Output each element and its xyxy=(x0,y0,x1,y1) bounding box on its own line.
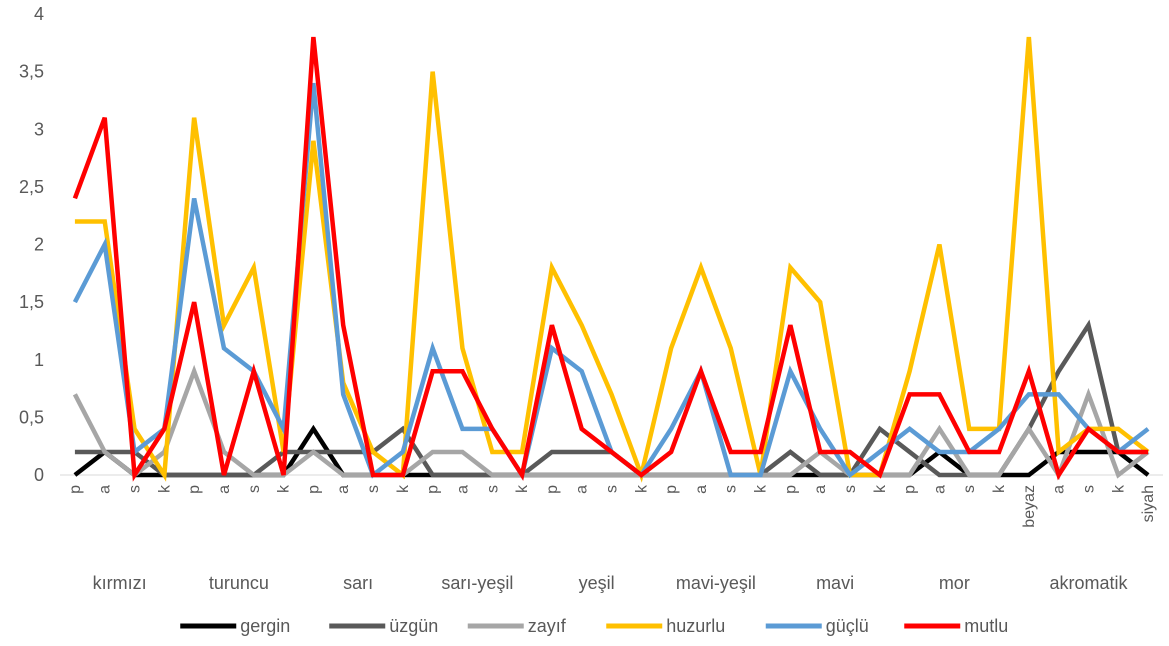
series-line-huzurlu xyxy=(74,36,1150,483)
series-layer xyxy=(72,36,1150,483)
x-tick-label: p xyxy=(67,485,84,494)
x-tick-label: s xyxy=(246,485,263,493)
x-tick-label: s xyxy=(604,485,621,493)
group-label: sarı-yeşil xyxy=(441,573,513,593)
x-tick-label: a xyxy=(693,485,710,494)
y-tick-label: 2 xyxy=(34,235,44,255)
group-label: yeşil xyxy=(579,573,615,593)
group-label: akromatik xyxy=(1049,573,1128,593)
x-tick-label: k xyxy=(872,484,889,493)
group-label: mavi-yeşil xyxy=(676,573,756,593)
x-tick-label: s xyxy=(1080,485,1097,493)
legend-label-gergin: gergin xyxy=(240,616,290,636)
y-tick-label: 1 xyxy=(34,350,44,370)
y-tick-label: 3,5 xyxy=(19,62,44,82)
x-tick-label: a xyxy=(1051,485,1068,494)
x-tick-label: k xyxy=(991,484,1008,493)
x-tick-label: s xyxy=(127,485,144,493)
group-label: mavi xyxy=(816,573,854,593)
x-tick-label: s xyxy=(484,485,501,493)
legend-label-güçlü: güçlü xyxy=(826,616,869,636)
x-tick-label: p xyxy=(663,485,680,494)
x-tick-label: beyaz xyxy=(1021,485,1038,528)
x-tick-label: a xyxy=(216,485,233,494)
legend: gergin üzgün zayıf huzurlu güçlü mutlu xyxy=(180,616,1008,636)
x-tick-label: a xyxy=(335,485,352,494)
legend-label-zayıf: zayıf xyxy=(528,616,567,636)
group-labels: kırmızı turuncu sarı sarı-yeşil yeşil mavi-ye… xyxy=(93,573,1129,593)
series-line-güçlü xyxy=(72,82,1150,481)
legend-label-üzgün: üzgün xyxy=(389,616,438,636)
x-tick-label: s xyxy=(365,485,382,493)
x-tick-label: siyah xyxy=(1140,485,1157,522)
x-tick-label: s xyxy=(961,485,978,493)
group-label: turuncu xyxy=(209,573,269,593)
x-tick-label: k xyxy=(1110,484,1127,493)
x-tick-label: p xyxy=(186,485,203,494)
x-tick-label: p xyxy=(544,485,561,494)
y-tick-label: 2,5 xyxy=(19,177,44,197)
legend-label-mutlu: mutlu xyxy=(964,616,1008,636)
group-label: mor xyxy=(939,573,970,593)
x-tick-label: s xyxy=(842,485,859,493)
legend-label-huzurlu: huzurlu xyxy=(666,616,725,636)
y-axis: 0 0,5 1 1,5 2 2,5 3 3,5 4 xyxy=(19,4,44,485)
x-tick-label: k xyxy=(633,484,650,493)
y-tick-label: 0 xyxy=(34,465,44,485)
x-tick-label: a xyxy=(97,485,114,494)
x-tick-label: a xyxy=(812,485,829,494)
x-tick-label: a xyxy=(454,485,471,494)
x-tick-label: k xyxy=(753,484,770,493)
x-tick-label: p xyxy=(305,485,322,494)
category-labels: p a s k p a s k p a s k p a s k p a s k p a s k p a s k p a s k beyaz a s k… xyxy=(67,484,1157,528)
group-label: kırmızı xyxy=(93,573,147,593)
x-tick-label: k xyxy=(395,484,412,493)
series-line-zayıf xyxy=(72,364,1150,480)
x-tick-label: k xyxy=(276,484,293,493)
x-tick-label: p xyxy=(782,485,799,494)
x-tick-label: p xyxy=(902,485,919,494)
x-tick-label: k xyxy=(514,484,531,493)
series-line-mutlu xyxy=(72,36,1149,482)
y-tick-label: 1,5 xyxy=(19,292,44,312)
x-tick-label: a xyxy=(931,485,948,494)
y-tick-label: 4 xyxy=(34,4,44,24)
x-tick-label: p xyxy=(425,485,442,494)
group-label: sarı xyxy=(343,573,373,593)
x-tick-label: k xyxy=(156,484,173,493)
x-tick-label: a xyxy=(574,485,591,494)
y-tick-label: 0,5 xyxy=(19,407,44,427)
y-tick-label: 3 xyxy=(34,119,44,139)
x-tick-label: s xyxy=(723,485,740,493)
